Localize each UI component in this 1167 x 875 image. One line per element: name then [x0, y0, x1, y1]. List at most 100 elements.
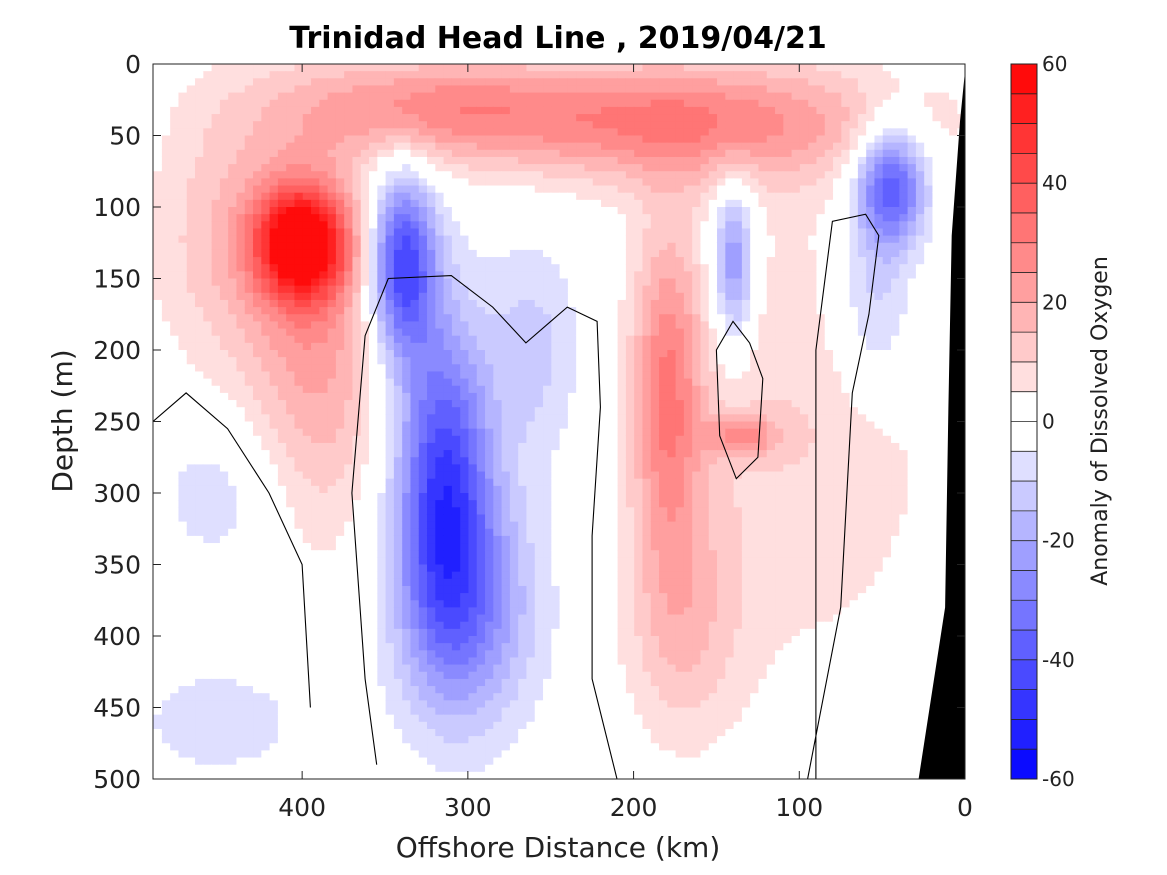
heatmap-cell	[194, 228, 204, 237]
heatmap-cell	[443, 121, 452, 129]
heatmap-cell	[161, 357, 171, 365]
heatmap-cell	[343, 156, 353, 165]
heatmap-cell	[393, 156, 403, 165]
heatmap-cell	[550, 178, 560, 187]
heatmap-cell	[302, 299, 312, 308]
heatmap-cell	[451, 114, 461, 122]
heatmap-cell	[666, 321, 676, 330]
heatmap-cell	[559, 342, 568, 351]
heatmap-cell	[791, 192, 800, 201]
heatmap-cell	[550, 328, 560, 337]
heatmap-cell	[898, 392, 908, 401]
heatmap-cell	[434, 242, 444, 251]
heatmap-cell	[318, 164, 328, 172]
heatmap-cell	[451, 314, 461, 322]
heatmap-cell	[782, 357, 792, 365]
heatmap-cell	[186, 400, 196, 408]
heatmap-cell	[575, 249, 585, 258]
heatmap-cell	[575, 407, 585, 415]
heatmap-cell	[194, 142, 204, 151]
heatmap-cell	[675, 71, 684, 79]
heatmap-cell	[824, 92, 834, 101]
heatmap-cell	[898, 164, 908, 172]
heatmap-cell	[484, 64, 494, 72]
heatmap-cell	[708, 400, 718, 408]
heatmap-cell	[169, 328, 179, 337]
heatmap-cell	[310, 235, 320, 244]
heatmap-cell	[691, 214, 701, 222]
heatmap-cell	[277, 164, 287, 172]
heatmap-cell	[873, 142, 883, 151]
heatmap-cell	[418, 378, 428, 387]
heatmap-cell	[600, 385, 610, 394]
heatmap-cell	[227, 421, 237, 430]
heatmap-cell	[749, 78, 759, 87]
heatmap-cell	[177, 299, 187, 308]
heatmap-cell	[733, 121, 742, 129]
heatmap-cell	[235, 321, 245, 330]
heatmap-cell	[153, 350, 162, 358]
heatmap-cell	[277, 278, 287, 287]
heatmap-cell	[592, 364, 602, 373]
heatmap-cell	[824, 121, 834, 129]
heatmap-cell	[318, 285, 328, 294]
heatmap-cell	[907, 414, 916, 423]
heatmap-cell	[600, 321, 610, 330]
heatmap-cell	[799, 171, 809, 179]
heatmap-cell	[724, 64, 734, 72]
heatmap-cell	[401, 335, 411, 344]
heatmap-cell	[749, 342, 759, 351]
heatmap-cell	[940, 257, 950, 265]
heatmap-cell	[476, 207, 486, 215]
heatmap-cell	[683, 199, 693, 208]
heatmap-cell	[335, 221, 345, 230]
heatmap-cell	[418, 400, 428, 408]
heatmap-cell	[815, 121, 825, 129]
heatmap-cell	[931, 207, 941, 215]
heatmap-cell	[907, 221, 916, 230]
heatmap-cell	[931, 156, 941, 165]
heatmap-cell	[517, 378, 527, 387]
heatmap-cell	[476, 364, 486, 373]
heatmap-cell	[733, 285, 742, 294]
heatmap-cell	[335, 149, 345, 158]
heatmap-cell	[459, 314, 469, 322]
heatmap-cell	[393, 407, 403, 415]
heatmap-cell	[492, 299, 502, 308]
heatmap-cell	[749, 71, 759, 79]
heatmap-cell	[244, 242, 254, 251]
heatmap-cell	[426, 257, 436, 265]
heatmap-cell	[774, 299, 784, 308]
heatmap-cell	[550, 307, 560, 315]
heatmap-cell	[799, 335, 809, 344]
heatmap-cell	[293, 114, 303, 122]
heatmap-cell	[766, 285, 776, 294]
heatmap-cell	[907, 342, 916, 351]
heatmap-cell	[857, 192, 867, 201]
heatmap-cell	[815, 264, 825, 272]
heatmap-cell	[600, 371, 610, 380]
heatmap-cell	[923, 214, 933, 222]
heatmap-cell	[815, 78, 825, 87]
heatmap-cell	[409, 149, 419, 158]
heatmap-cell	[683, 85, 693, 94]
heatmap-cell	[153, 71, 162, 79]
heatmap-cell	[202, 228, 212, 237]
heatmap-cell	[186, 278, 196, 287]
heatmap-cell	[716, 185, 726, 194]
heatmap-cell	[277, 142, 287, 151]
heatmap-cell	[459, 407, 469, 415]
heatmap-cell	[948, 178, 958, 187]
heatmap-cell	[542, 85, 552, 94]
heatmap-cell	[708, 214, 718, 222]
heatmap-cell	[501, 285, 510, 294]
heatmap-cell	[733, 114, 742, 122]
heatmap-cell	[608, 278, 618, 287]
heatmap-cell	[807, 421, 817, 430]
heatmap-cell	[244, 64, 254, 72]
heatmap-cell	[244, 385, 254, 394]
heatmap-cell	[409, 121, 419, 129]
heatmap-cell	[774, 385, 784, 394]
heatmap-cell	[393, 299, 403, 308]
heatmap-cell	[658, 242, 668, 251]
